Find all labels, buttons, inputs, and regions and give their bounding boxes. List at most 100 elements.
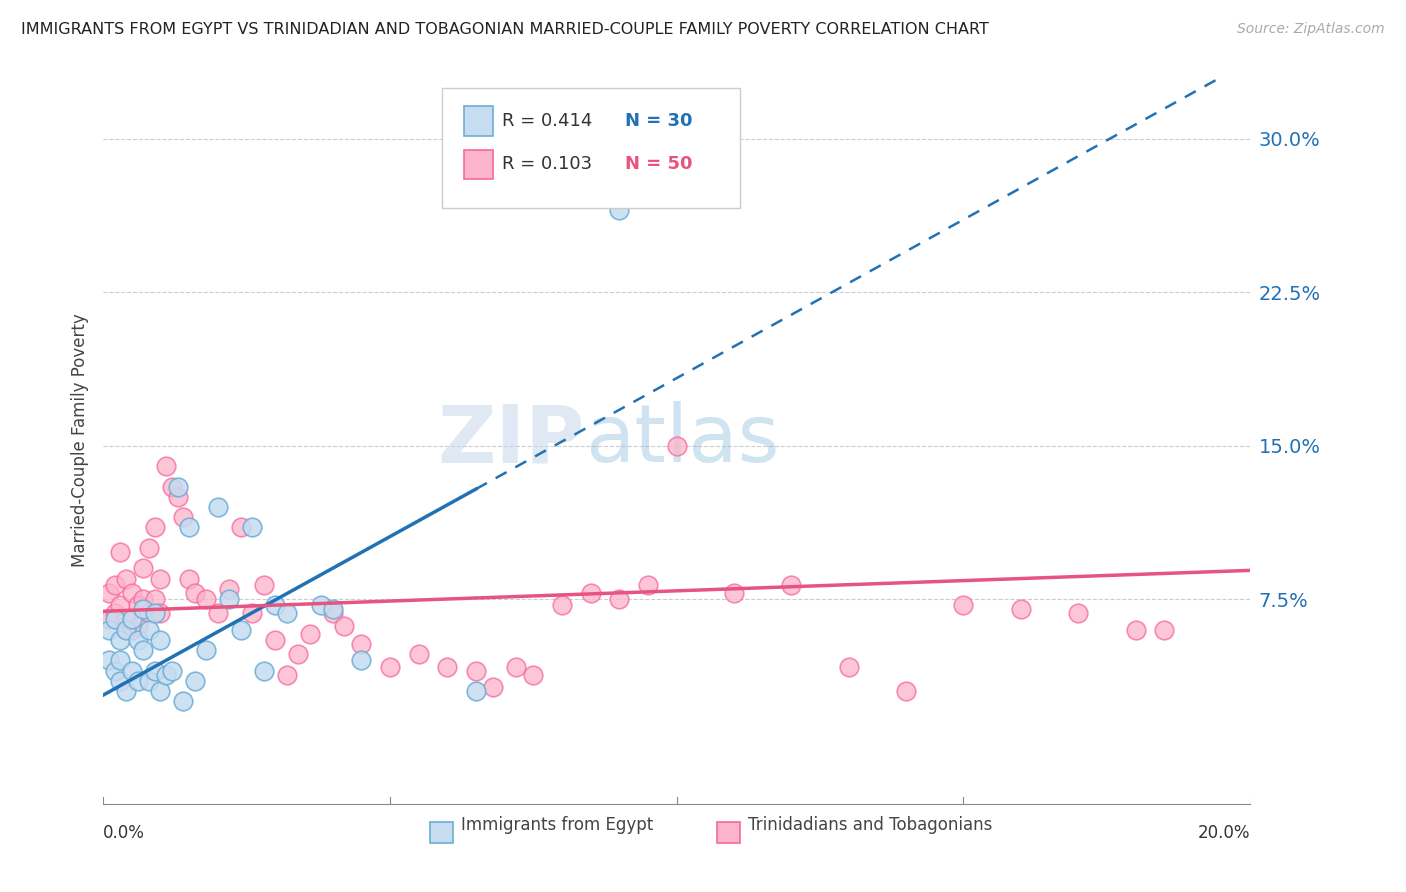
Point	[253, 664, 276, 678]
FancyBboxPatch shape	[464, 150, 494, 179]
Point	[436, 659, 458, 673]
Point	[665, 439, 688, 453]
Point	[97, 623, 120, 637]
Point	[97, 586, 120, 600]
Point	[155, 667, 177, 681]
Point	[184, 586, 207, 600]
Point	[160, 479, 183, 493]
Point	[138, 607, 160, 621]
Point	[322, 602, 344, 616]
Point	[465, 684, 488, 698]
Text: Source: ZipAtlas.com: Source: ZipAtlas.com	[1237, 22, 1385, 37]
Point	[838, 659, 860, 673]
Point	[104, 664, 127, 678]
Point	[253, 577, 276, 591]
Point	[138, 673, 160, 688]
Point	[637, 577, 659, 591]
Point	[138, 541, 160, 555]
Point	[579, 586, 602, 600]
Point	[127, 598, 149, 612]
FancyBboxPatch shape	[717, 822, 740, 844]
Point	[127, 632, 149, 647]
Point	[607, 592, 630, 607]
Point	[97, 653, 120, 667]
Point	[350, 637, 373, 651]
Point	[115, 684, 138, 698]
Point	[350, 653, 373, 667]
Point	[607, 203, 630, 218]
Point	[240, 520, 263, 534]
Point	[110, 598, 132, 612]
Point	[240, 607, 263, 621]
Point	[1010, 602, 1032, 616]
Text: 0.0%: 0.0%	[103, 824, 145, 842]
Point	[229, 623, 252, 637]
Point	[115, 623, 138, 637]
Point	[309, 598, 332, 612]
Point	[894, 684, 917, 698]
Point	[276, 667, 298, 681]
Text: atlas: atlas	[585, 401, 779, 480]
Point	[172, 510, 194, 524]
Point	[408, 647, 430, 661]
Point	[229, 520, 252, 534]
Point	[149, 572, 172, 586]
Text: Immigrants from Egypt: Immigrants from Egypt	[461, 816, 654, 834]
Text: Trinidadians and Tobagonians: Trinidadians and Tobagonians	[748, 816, 993, 834]
Point	[149, 684, 172, 698]
Point	[149, 607, 172, 621]
Point	[127, 673, 149, 688]
Point	[132, 561, 155, 575]
Point	[132, 592, 155, 607]
Point	[195, 592, 218, 607]
Point	[143, 592, 166, 607]
Point	[723, 586, 745, 600]
Point	[143, 520, 166, 534]
Point	[132, 602, 155, 616]
Point	[166, 479, 188, 493]
Point	[143, 664, 166, 678]
Point	[179, 572, 201, 586]
Point	[264, 632, 287, 647]
Point	[551, 598, 574, 612]
Text: 20.0%: 20.0%	[1198, 824, 1250, 842]
Text: R = 0.414: R = 0.414	[502, 112, 610, 129]
Point	[110, 632, 132, 647]
Point	[97, 612, 120, 626]
Point	[218, 582, 240, 596]
Point	[264, 598, 287, 612]
Point	[138, 623, 160, 637]
Point	[287, 647, 309, 661]
Point	[132, 643, 155, 657]
Point	[104, 612, 127, 626]
Point	[121, 586, 143, 600]
Text: N = 50: N = 50	[626, 155, 693, 173]
Point	[322, 607, 344, 621]
Point	[121, 612, 143, 626]
Point	[149, 632, 172, 647]
Text: IMMIGRANTS FROM EGYPT VS TRINIDADIAN AND TOBAGONIAN MARRIED-COUPLE FAMILY POVERT: IMMIGRANTS FROM EGYPT VS TRINIDADIAN AND…	[21, 22, 988, 37]
Point	[160, 664, 183, 678]
Point	[115, 572, 138, 586]
Point	[110, 653, 132, 667]
Point	[143, 607, 166, 621]
FancyBboxPatch shape	[430, 822, 453, 844]
Y-axis label: Married-Couple Family Poverty: Married-Couple Family Poverty	[72, 314, 89, 567]
Point	[155, 458, 177, 473]
Point	[1125, 623, 1147, 637]
Point	[207, 500, 229, 514]
Text: ZIP: ZIP	[437, 401, 585, 480]
Point	[110, 673, 132, 688]
Point	[110, 545, 132, 559]
Point	[298, 627, 321, 641]
Point	[1153, 623, 1175, 637]
Point	[172, 694, 194, 708]
Point	[179, 520, 201, 534]
Text: R = 0.103: R = 0.103	[502, 155, 610, 173]
Point	[104, 577, 127, 591]
Point	[207, 607, 229, 621]
FancyBboxPatch shape	[464, 106, 494, 136]
Point	[104, 607, 127, 621]
Point	[127, 618, 149, 632]
Text: N = 30: N = 30	[626, 112, 693, 129]
